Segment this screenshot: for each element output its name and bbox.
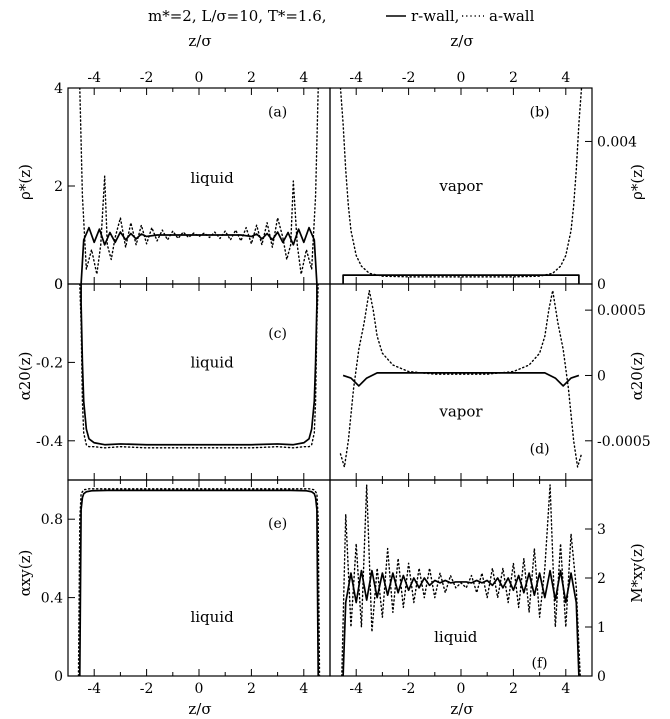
panel-f-xtick-label: 0 <box>457 681 466 697</box>
panel-c-frame <box>67 283 331 481</box>
panel-e-xtick-label: 2 <box>247 681 256 697</box>
panel-f-ytick-label: 1 <box>597 620 606 636</box>
panel-b-series-a-wall <box>339 88 583 278</box>
panel-f-ytick-label: 2 <box>597 571 606 587</box>
panel-c-region: liquid <box>190 353 234 371</box>
panel-c: 0 -0.2 -0.4 (c) liquid <box>36 277 331 481</box>
panel-d-label: (d) <box>530 442 550 458</box>
panel-f-label: (f) <box>532 655 548 671</box>
legend-dotted-label: a-wall <box>489 7 535 25</box>
panel-f-ytick-label: 0 <box>597 669 606 685</box>
panel-f-ytick-label: 3 <box>597 522 606 538</box>
panel-e-label: (e) <box>268 516 287 532</box>
panel-c-label: (c) <box>268 326 287 342</box>
panel-d-series-r-wall <box>342 372 580 387</box>
panel-d-ytick-label: 0.0005 <box>597 303 646 319</box>
panel-b-ytick-label: 0 <box>597 277 606 293</box>
panel-d-ytick-label: -0.0005 <box>597 434 651 450</box>
panel-a-region: liquid <box>190 169 234 187</box>
panel-b-xtick-label: 4 <box>561 70 570 86</box>
panel-e-xtick-label: -4 <box>87 681 101 697</box>
panel-b-xtick-label: -2 <box>402 70 416 86</box>
ylabel-alphaxy: αxy(z) <box>16 550 34 597</box>
panel-a-ytick-label: 0 <box>54 277 63 293</box>
bottom-xlabel-right: z/σ <box>450 700 473 718</box>
header-params: m*=2, L/σ=10, T*=1.6, <box>148 7 327 25</box>
panel-b: -4 -2 0 2 4 0 0.004 (b) vapor <box>329 70 637 293</box>
panel-f: -4 -2 0 2 4 0 1 2 3 (f) liquid <box>329 479 606 697</box>
panel-c-series-a-wall <box>79 284 319 449</box>
panel-a-series-r-wall <box>80 226 318 284</box>
panel-c-ytick-label: -0.2 <box>36 355 63 371</box>
ylabel-rho-right: ρ*(z) <box>628 164 646 200</box>
panel-e-xtick-label: 0 <box>195 681 204 697</box>
panel-d-ytick-label: 0 <box>597 368 606 384</box>
panel-c-ytick-label: 0 <box>54 277 63 293</box>
panel-d: 0.0005 0 -0.0005 (d) vapor <box>329 283 651 481</box>
panel-a-ytick-label: 4 <box>54 81 63 97</box>
panel-f-xtick-label: -4 <box>349 681 363 697</box>
ylabel-Mxy: M*xy(z) <box>628 543 646 602</box>
panel-e-xtick-label: 4 <box>299 681 308 697</box>
ylabel-alpha20-left: α20(z) <box>16 352 34 401</box>
panel-a-xtick-label: 0 <box>195 70 204 86</box>
panel-a-xtick-label: -2 <box>140 70 154 86</box>
panel-a-label: (a) <box>268 105 287 121</box>
panel-b-ytick-label: 0.004 <box>597 134 637 150</box>
panel-d-region: vapor <box>438 402 483 420</box>
legend-solid-label: r-wall, <box>411 7 459 25</box>
panel-e-ytick-label: 0.4 <box>41 591 63 607</box>
panel-d-frame <box>329 283 593 481</box>
panel-f-region: liquid <box>434 628 478 646</box>
panel-e-region: liquid <box>190 608 234 626</box>
panel-f-xtick-label: -2 <box>402 681 416 697</box>
panel-a: -4 -2 0 2 4 0 2 4 (a) liquid <box>54 70 331 293</box>
panel-e-ytick-label: 0.8 <box>41 512 63 528</box>
bottom-xlabel-left: z/σ <box>188 700 211 718</box>
panel-e-xtick-label: -2 <box>140 681 154 697</box>
top-xlabel-left: z/σ <box>188 32 211 50</box>
panel-e-series-r-wall <box>78 489 320 676</box>
panel-b-xtick-label: 0 <box>457 70 466 86</box>
panel-a-xtick-label: 2 <box>247 70 256 86</box>
top-xlabel-right: z/σ <box>450 32 473 50</box>
ylabel-alpha20-right: α20(z) <box>628 352 646 401</box>
panel-b-xtick-label: -4 <box>349 70 363 86</box>
panel-a-xtick-label: 4 <box>299 70 308 86</box>
panel-d-series-a-wall <box>339 289 583 468</box>
panel-a-series-a-wall <box>79 88 319 275</box>
panel-a-xtick-label: -4 <box>87 70 101 86</box>
panel-f-series-a-wall <box>341 484 581 676</box>
panel-f-xtick-label: 2 <box>509 681 518 697</box>
panel-b-xtick-label: 2 <box>509 70 518 86</box>
figure-header: m*=2, L/σ=10, T*=1.6, r-wall, a-wall <box>148 7 535 25</box>
panel-e: -4 -2 0 2 4 0 0.4 0.8 (e) liquid <box>41 479 331 697</box>
panel-e-ytick-label: 0 <box>54 669 63 685</box>
panel-e-frame <box>67 479 331 677</box>
panel-b-region: vapor <box>438 177 483 195</box>
panel-f-series-r-wall <box>342 569 580 676</box>
ylabel-rho-left: ρ*(z) <box>16 164 34 200</box>
panels: -4 -2 0 2 4 0 2 4 (a) liquid -4 -2 0 2 4 0 0.004 (b) vapor… <box>36 70 651 697</box>
panel-f-xtick-label: 4 <box>561 681 570 697</box>
panel-a-ytick-label: 2 <box>54 179 63 195</box>
panel-c-ytick-label: -0.4 <box>36 434 63 450</box>
panel-c-series-r-wall <box>80 284 318 446</box>
panel-b-series-r-wall <box>342 274 580 284</box>
panel-b-label: (b) <box>530 105 550 121</box>
